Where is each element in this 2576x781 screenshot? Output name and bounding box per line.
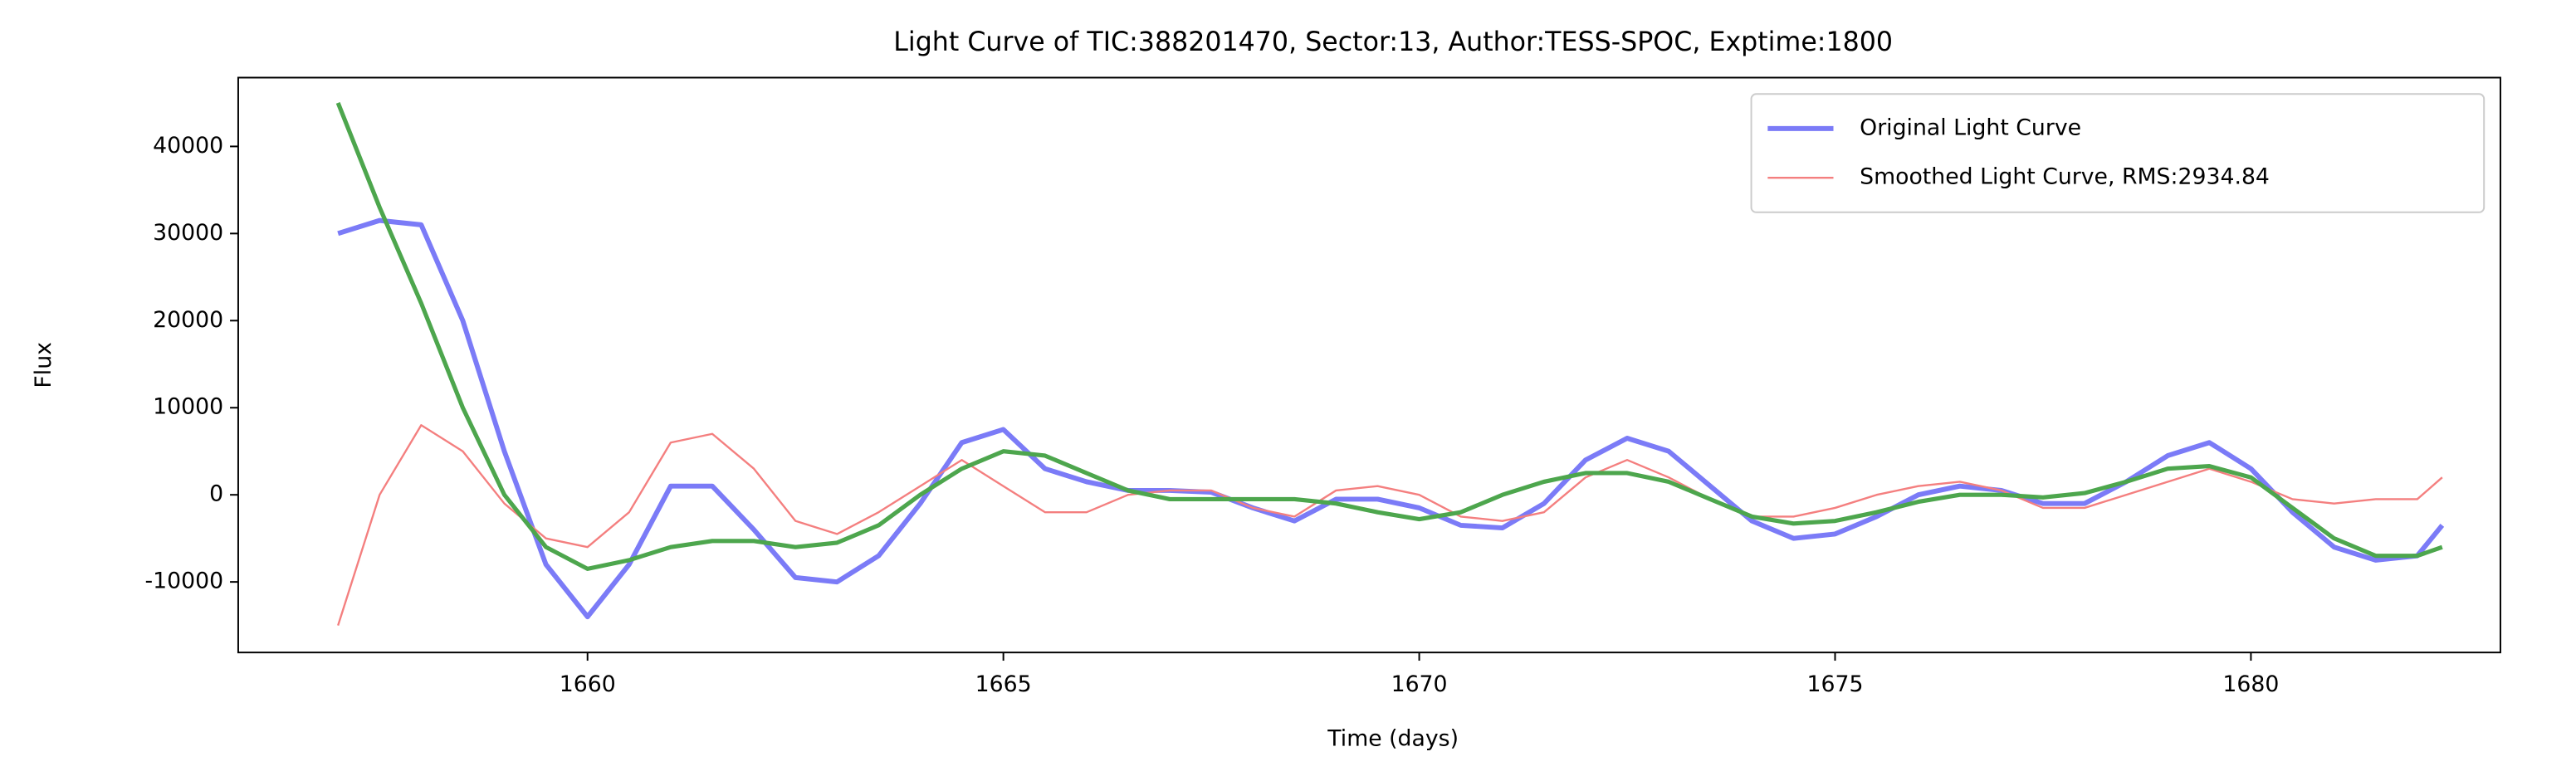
x-tick-label: 1675 xyxy=(1807,671,1864,697)
y-axis-label: Flux xyxy=(31,342,56,388)
y-tick-label: 0 xyxy=(209,481,223,507)
y-tick-label: 20000 xyxy=(153,307,223,333)
y-tick-label: -10000 xyxy=(145,569,224,594)
x-axis-label: Time (days) xyxy=(1327,726,1459,752)
x-tick-label: 1680 xyxy=(2222,671,2279,697)
series-line xyxy=(337,217,2445,620)
legend-box xyxy=(1750,93,2486,213)
plot-frame xyxy=(237,76,2501,654)
x-tick-label: 1670 xyxy=(1391,671,1448,697)
series-line xyxy=(335,101,2443,571)
legend-label: Original Light Curve xyxy=(1860,115,2081,140)
x-tick-label: 1665 xyxy=(975,671,1032,697)
y-tick-label: 10000 xyxy=(153,394,223,420)
x-tick-label: 1660 xyxy=(560,671,616,697)
series-line xyxy=(337,424,2443,626)
y-tick-label: 30000 xyxy=(153,220,223,246)
y-tick-label: 40000 xyxy=(153,133,223,159)
chart-title: Light Curve of TIC:388201470, Sector:13,… xyxy=(893,27,1893,57)
legend-label: Smoothed Light Curve, RMS:2934.84 xyxy=(1860,164,2270,190)
